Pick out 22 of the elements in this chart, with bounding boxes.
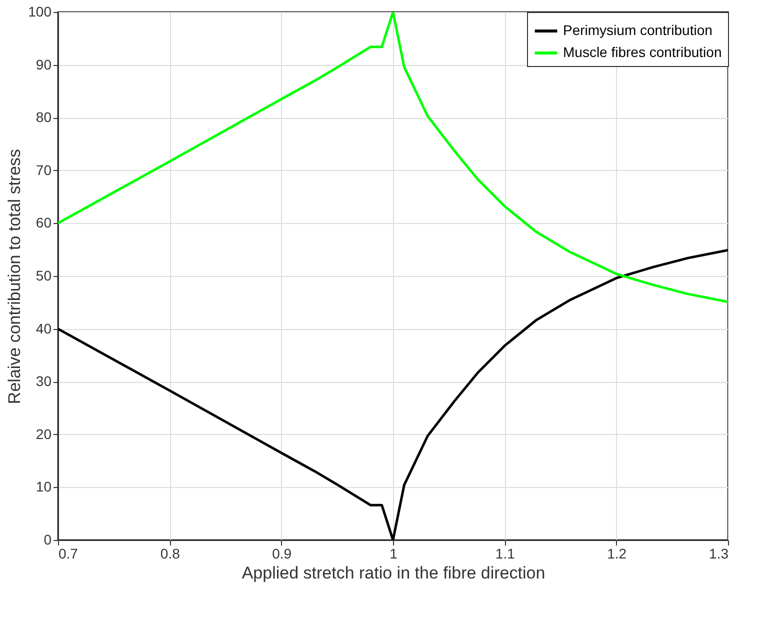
y-tick-label: 0: [44, 532, 52, 548]
x-tick-label: 1.3: [709, 546, 729, 562]
x-tick-label: 0.9: [272, 546, 292, 562]
x-tick-label: 0.7: [58, 546, 78, 562]
x-tick-label: 1.1: [495, 546, 516, 562]
legend-label: Perimysium contribution: [563, 22, 712, 38]
legend-label: Muscle fibres contribution: [563, 44, 722, 60]
y-tick-label: 50: [36, 268, 52, 284]
y-axis-title: Relaive contribution to total stress: [5, 148, 24, 404]
y-tick-label: 100: [28, 4, 52, 20]
y-tick-label: 70: [36, 162, 52, 178]
y-tick-label: 30: [36, 373, 52, 390]
y-tick-label: 90: [36, 56, 52, 72]
x-axis-title: Applied stretch ratio in the fibre direction: [242, 564, 546, 582]
y-tick-label: 20: [36, 426, 52, 442]
y-tick-label: 40: [36, 320, 52, 336]
y-tick-label: 10: [36, 478, 52, 495]
x-tick-label: 1.2: [607, 546, 627, 562]
y-tick-label: 80: [36, 109, 52, 126]
x-tick-label: 0.8: [160, 546, 180, 562]
x-tick-label: 1: [390, 546, 398, 562]
y-tick-label: 60: [36, 214, 52, 231]
